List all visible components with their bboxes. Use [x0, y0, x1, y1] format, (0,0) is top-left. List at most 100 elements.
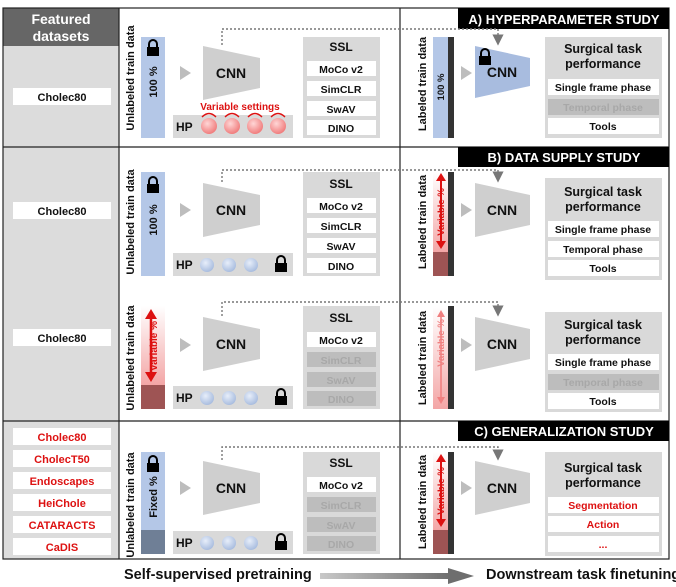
task-item-c-1-text: Segmentation [568, 500, 637, 512]
ssl-item-b2-4-text: DINO [328, 394, 354, 406]
ssl-item-a-1-text: MoCo v2 [319, 64, 363, 76]
data-bar-b2-variable [141, 306, 165, 385]
task-item-b2-1-text: Single frame phase [555, 357, 651, 369]
lock-icon [479, 48, 491, 65]
task-item-b1-1 [548, 221, 659, 237]
ssl-item-c-3-text: SwAV [327, 520, 356, 532]
hp-dot-b2-1 [200, 391, 214, 405]
variable-arcs [201, 112, 286, 118]
banner-c [458, 421, 669, 441]
cnn-label-b1: CNN [216, 202, 246, 218]
play-arrow-icon [180, 481, 191, 495]
task-item-b1-2 [548, 241, 659, 257]
hp-dot-b1-3 [244, 258, 258, 272]
dataset-label-c-2: CholecT50 [34, 454, 90, 466]
unlabeled-label-a: Unlabeled train data [125, 25, 137, 131]
task-item-b2-3-text: Tools [589, 396, 616, 408]
dataset-label-c-4: HeiChole [38, 498, 86, 510]
task-title-c-1: Surgical task [564, 461, 642, 475]
lock-icon [147, 455, 159, 472]
ssl-item-a-4 [307, 120, 376, 135]
ssl-item-b1-3 [307, 238, 376, 253]
task-item-b2-3 [548, 393, 659, 409]
task-item-b2-2-text: Temporal phase [563, 377, 643, 389]
ssl-item-a-2-text: SimCLR [321, 84, 362, 96]
hp-dot-b2-3 [244, 391, 258, 405]
task-title-c-2: performance [565, 476, 641, 490]
ssl-item-b1-4-text: DINO [328, 261, 354, 273]
row-b2-pretraining: Unlabeled train data Variable % CNN SSL … [125, 301, 504, 411]
banner-a-text: A) HYPERPARAMETER STUDY [468, 12, 659, 27]
ssl-item-c-4 [307, 536, 376, 551]
dataset-box-c-5 [13, 516, 111, 533]
dataset-box-c-3 [13, 472, 111, 489]
labeled-bar-c-edge [448, 452, 454, 554]
task-title-b1-2: performance [565, 200, 641, 214]
dataset-box-c-2 [13, 450, 111, 467]
task-item-b2-1 [548, 354, 659, 370]
lock-icon [275, 255, 287, 272]
task-item-c-3-text: ... [599, 539, 608, 551]
dataset-box-c-4 [13, 494, 111, 511]
hp-dot-b2-2 [222, 391, 236, 405]
gradient-arrow-head [448, 568, 474, 584]
task-title-b2-2: performance [565, 333, 641, 347]
hp-label-c: HP [176, 536, 193, 550]
cnn-shape-b1 [203, 183, 260, 237]
task-title-b1-1: Surgical task [564, 185, 642, 199]
labeled-bar-b1-edge [448, 172, 454, 276]
ssl-title-b2: SSL [329, 311, 352, 325]
task-item-b1-3-text: Tools [589, 263, 616, 275]
dataset-label-b1: Cholec80 [38, 206, 87, 218]
cnn-shape-b2-ft [475, 317, 530, 371]
double-arrow-heads [436, 454, 446, 527]
cnn-label-b2: CNN [216, 336, 246, 352]
labeled-bar-a [433, 37, 448, 138]
hp-dot-c-3 [244, 536, 258, 550]
ssl-item-a-2 [307, 81, 376, 96]
hp-dot-a-3 [247, 118, 263, 134]
row-c-finetuning: Labeled train data Variable % CNN Surgic… [417, 452, 662, 556]
hp-dot-a-1 [201, 118, 217, 134]
dataset-box-b2 [13, 329, 111, 346]
task-item-a-3 [548, 118, 659, 134]
cnn-label-b2-ft: CNN [487, 336, 517, 352]
footer-left-label: Self-supervised pretraining [124, 567, 312, 583]
row-c-pretraining: Unlabeled train data Fixed % CNN SSL MoC… [125, 446, 504, 558]
variable-pct-b2: Variable % [149, 321, 160, 371]
task-item-b1-1-text: Single frame phase [555, 224, 651, 236]
task-item-a-3-text: Tools [589, 121, 616, 133]
dataset-list-c: Cholec80 CholecT50 Endoscapes HeiChole C… [13, 428, 111, 555]
row-a-pretraining: Unlabeled train data 100 % CNN SSL MoCo … [125, 25, 504, 138]
outer-frame [2, 7, 670, 560]
task-item-a-2-text: Temporal phase [563, 102, 643, 114]
dotted-arrow-icon [221, 169, 504, 183]
row-a-finetuning: Labeled train data 100 % CNN Surgical ta… [417, 36, 662, 138]
ssl-item-c-2 [307, 497, 376, 512]
ssl-item-b2-4 [307, 391, 376, 406]
cnn-label-c: CNN [216, 480, 246, 496]
lock-icon [275, 533, 287, 550]
dataset-box-c-6 [13, 538, 111, 555]
labeled-label-c: Labeled train data [417, 454, 429, 549]
hp-dots-a [201, 112, 286, 134]
cnn-label-b1-ft: CNN [487, 202, 517, 218]
ssl-item-b1-4 [307, 258, 376, 273]
dataset-label-c-3: Endoscapes [30, 476, 95, 488]
ssl-item-a-3 [307, 101, 376, 116]
lock-icon [275, 388, 287, 405]
banner-a [458, 8, 669, 29]
task-item-b1-2-text: Temporal phase [563, 244, 643, 256]
labeled-bar-b1-fixed [433, 252, 448, 276]
variable-pct-c-ft: Variable % [436, 467, 447, 515]
ssl-item-b2-1-text: MoCo v2 [319, 335, 363, 347]
play-arrow-icon [180, 203, 191, 217]
banner-b-text: B) DATA SUPPLY STUDY [488, 150, 641, 165]
task-item-c-2-text: Action [587, 519, 620, 531]
hp-dot-c-1 [200, 536, 214, 550]
dataset-box-b1 [13, 202, 111, 219]
row-b1-finetuning: Labeled train data Variable % CNN Surgic… [417, 172, 662, 280]
dataset-label-b2: Cholec80 [38, 333, 87, 345]
lock-icon [147, 176, 159, 193]
pct-label-a: 100 % [148, 66, 160, 97]
